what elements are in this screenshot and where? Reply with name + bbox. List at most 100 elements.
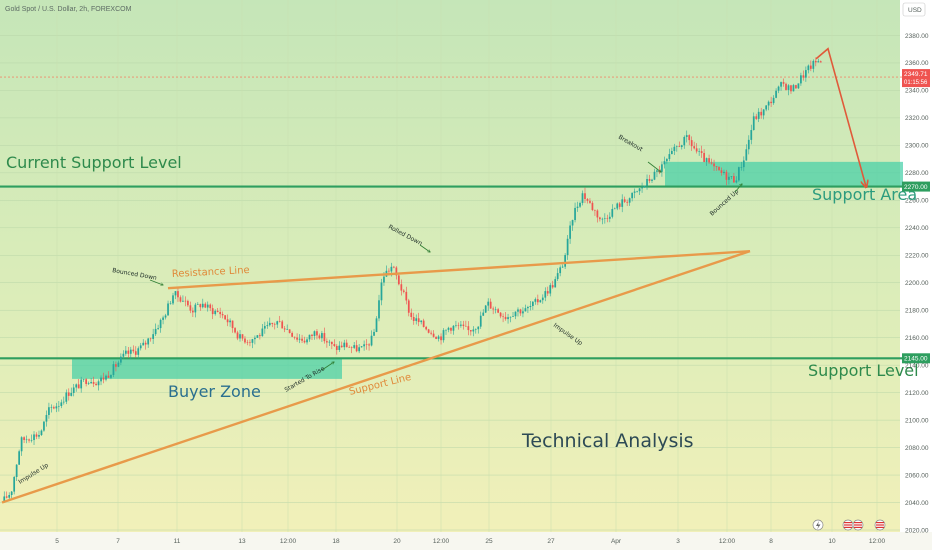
candle-body xyxy=(653,171,656,180)
candle-body xyxy=(20,437,23,452)
candle-body xyxy=(703,152,705,162)
candle-body xyxy=(425,326,428,330)
time-tick-label: 8 xyxy=(769,538,773,545)
time-tick-label: 27 xyxy=(547,538,555,545)
candle-body xyxy=(603,218,606,219)
candle-body xyxy=(266,325,269,327)
support-level-label: Support Level xyxy=(808,361,919,380)
candle-body xyxy=(445,329,447,331)
resistance-trendline[interactable] xyxy=(167,249,751,290)
countdown-text: 01:15:56 xyxy=(904,80,928,86)
time-tick-label: 3 xyxy=(676,538,680,545)
candle-body xyxy=(792,85,795,92)
candle-body xyxy=(631,192,634,199)
candle-body xyxy=(556,273,559,280)
candle-body xyxy=(191,310,194,313)
us-flag-icon-3[interactable] xyxy=(874,519,886,531)
candle-body xyxy=(474,329,477,330)
candle-body xyxy=(397,275,400,285)
candle-body xyxy=(561,266,564,268)
candle-body xyxy=(809,65,812,69)
candle-body xyxy=(87,383,90,384)
candle-body xyxy=(60,402,63,406)
candle-body xyxy=(422,320,425,327)
candle-body xyxy=(584,193,586,200)
candle-body xyxy=(646,178,648,186)
candle-body xyxy=(234,328,236,333)
candle-body xyxy=(666,159,668,162)
us-flag-icon-1[interactable] xyxy=(842,519,854,531)
candle-body xyxy=(522,311,524,314)
candle-body xyxy=(407,300,410,313)
candle-body xyxy=(745,149,748,161)
candle-body xyxy=(574,207,576,221)
candle-body xyxy=(487,301,490,306)
candle-body xyxy=(559,267,562,274)
price-tick-label: 2320.00 xyxy=(905,115,929,122)
candle-body xyxy=(616,203,619,209)
candle-body xyxy=(30,440,33,441)
time-tick-label: 18 xyxy=(332,538,340,545)
candle-body xyxy=(368,344,370,346)
candle-body xyxy=(507,317,509,320)
price-tick-label: 2080.00 xyxy=(905,445,929,452)
candle-body xyxy=(77,384,80,389)
rolled-down-arrow xyxy=(419,244,430,252)
candle-body xyxy=(670,150,673,155)
candle-body xyxy=(115,364,117,367)
candle-body xyxy=(467,326,470,331)
candle-body xyxy=(651,179,653,181)
currency-label: USD xyxy=(908,7,922,14)
candle-body xyxy=(33,434,35,441)
time-tick-label: 10 xyxy=(828,538,836,545)
support-trendline[interactable] xyxy=(1,250,751,504)
candle-body xyxy=(348,347,351,348)
candle-body xyxy=(383,276,385,283)
candle-body xyxy=(564,255,567,267)
current-price-tag: 2349.71 01:15:56 xyxy=(902,69,930,88)
lightning-icon[interactable] xyxy=(812,519,824,531)
candle-body xyxy=(723,171,725,174)
candle-body xyxy=(174,291,177,296)
time-tick-label: 12:00 xyxy=(719,538,736,545)
candle-body xyxy=(57,405,60,407)
candle-body xyxy=(120,356,122,363)
candle-body xyxy=(55,406,58,409)
candle-body xyxy=(608,216,611,219)
candle-body xyxy=(683,136,686,146)
time-axis-labels: 5 7 11 13 12:00 18 20 12:00 25 27 Apr 3 12:00 8 10 12:0… xyxy=(55,538,885,545)
candle-body xyxy=(775,90,777,98)
candle-body xyxy=(606,218,609,219)
currency-badge[interactable] xyxy=(902,2,926,17)
candle-body xyxy=(700,151,703,153)
candle-body xyxy=(117,362,120,367)
candle-body xyxy=(38,435,40,437)
candle-body xyxy=(321,333,323,339)
candle-body xyxy=(25,439,28,441)
started-to-rise-arrow xyxy=(321,362,334,371)
price-tick-label: 2100.00 xyxy=(905,417,929,424)
candle-body xyxy=(737,167,740,181)
candle-body xyxy=(231,320,234,329)
buyer-zone-rect xyxy=(72,358,342,379)
candle-body xyxy=(450,327,452,331)
candle-body xyxy=(97,381,100,386)
candle-body xyxy=(596,210,599,218)
candle-body xyxy=(529,305,532,308)
candle-body xyxy=(680,145,683,147)
candle-body xyxy=(82,379,85,380)
candle-body xyxy=(812,60,815,69)
candle-body xyxy=(576,206,579,208)
candle-body xyxy=(472,329,475,332)
candle-body xyxy=(484,305,487,313)
candle-body xyxy=(455,325,457,326)
candle-body xyxy=(226,319,229,323)
us-flag-icon-2[interactable] xyxy=(852,519,864,531)
candle-body xyxy=(335,345,338,350)
candle-body xyxy=(316,331,318,336)
candle-body xyxy=(244,338,246,343)
price-tick-label: 2300.00 xyxy=(905,143,929,150)
candle-body xyxy=(417,318,420,323)
price-tick-label: 2240.00 xyxy=(905,225,929,232)
